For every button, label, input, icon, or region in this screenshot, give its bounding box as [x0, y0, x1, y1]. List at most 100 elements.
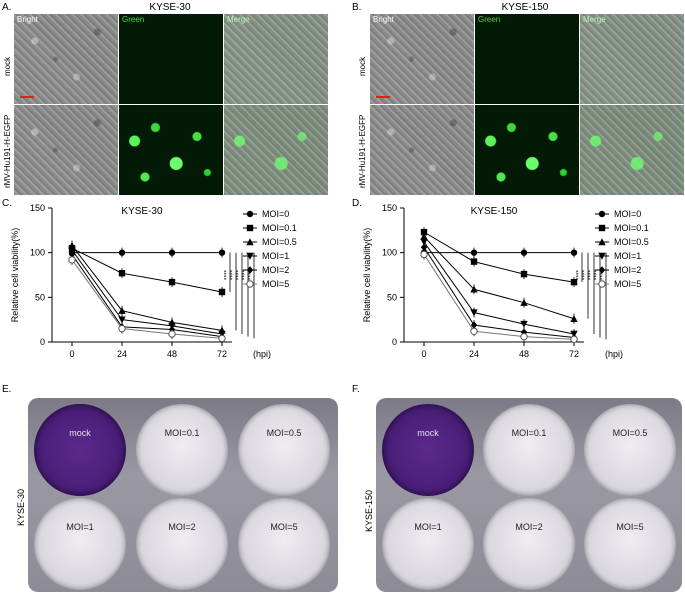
- micrograph-bright-virus: [14, 105, 118, 195]
- data-point: [570, 335, 578, 344]
- legend-marker: [598, 210, 606, 218]
- data-point: [520, 249, 528, 256]
- series-line: [71, 247, 223, 293]
- x-tick-label: 0: [421, 349, 426, 359]
- legend-marker: [598, 280, 606, 288]
- micrograph-bright-virus: [370, 105, 474, 195]
- significance-label: ****: [242, 269, 249, 280]
- data-point: [118, 316, 126, 324]
- data-point: [520, 320, 528, 328]
- data-point: [470, 321, 478, 329]
- well: MOI=0.1: [483, 404, 575, 496]
- well: MOI=2: [483, 498, 575, 590]
- micrograph-bright-mock: Bright: [370, 14, 474, 104]
- viability-chart-kyse150: KYSE-150 0 50 100 150 Relative cell viability…: [362, 203, 649, 359]
- column-label-green: Green: [478, 15, 501, 24]
- significance-label: ****: [588, 269, 595, 280]
- micrograph-green-mock: Green: [475, 14, 579, 104]
- well-label: MOI=5: [616, 521, 644, 532]
- data-point: [168, 330, 176, 338]
- well: MOI=1: [34, 498, 126, 590]
- panel-letter-c: C.: [2, 198, 12, 209]
- well-label: MOI=5: [270, 521, 298, 532]
- significance-label: ****: [582, 269, 589, 280]
- significance-label: ****: [224, 269, 231, 280]
- series-line: [423, 236, 575, 320]
- data-point: [470, 258, 478, 265]
- legend-label: MOI=0.5: [262, 237, 297, 247]
- well-label: MOI=0.5: [612, 427, 648, 438]
- well-label: MOI=0.5: [266, 427, 302, 438]
- y-tick-label: 50: [387, 292, 397, 302]
- legend-label: MOI=0: [262, 209, 289, 219]
- well-label: mock: [69, 427, 91, 438]
- panel-a-title: KYSE-30: [149, 2, 191, 13]
- micrograph-merge-mock: Merge: [580, 14, 684, 104]
- significance-label: ****: [576, 269, 583, 280]
- column-label-bright: Bright: [17, 15, 38, 24]
- row-label-virus: rMV-Hu191-H-EGFP: [3, 114, 12, 188]
- data-point: [168, 278, 176, 286]
- y-axis-label: Relative cell viability(%): [362, 228, 372, 323]
- legend-marker: [598, 252, 606, 260]
- legend-marker: [598, 266, 606, 274]
- series-line: [423, 231, 575, 283]
- data-point: [470, 309, 478, 317]
- viability-chart-kyse30: KYSE-30 0 50 100 150 Relative cell viability(…: [10, 203, 297, 359]
- panel-letter-a: A.: [2, 2, 12, 13]
- y-tick-label: 100: [30, 248, 45, 258]
- x-tick-label: 72: [569, 349, 579, 359]
- legend-marker: [598, 224, 606, 232]
- panel-b-title: KYSE-150: [501, 2, 549, 13]
- series-line: [71, 254, 223, 338]
- x-tick-label: 24: [117, 349, 127, 359]
- y-tick-label: 150: [30, 203, 45, 213]
- legend-label: MOI=1: [262, 251, 289, 261]
- data-point: [420, 250, 428, 259]
- column-label-bright: Bright: [373, 15, 394, 24]
- legend-marker: [598, 238, 606, 246]
- row-label-virus: rMV-Hu191-H-EGFP: [358, 114, 367, 188]
- data-point: [68, 256, 76, 264]
- x-tick-label: 24: [469, 349, 479, 359]
- micrograph-green-mock: Green: [119, 14, 223, 104]
- data-point: [68, 250, 76, 259]
- plate-side-label: KYSE-150: [364, 489, 374, 532]
- micrograph-bright-mock: Bright: [14, 14, 118, 104]
- row-label-mock: mock: [358, 56, 367, 76]
- series-line: [423, 241, 575, 335]
- data-point: [470, 249, 478, 256]
- data-point: [570, 249, 578, 256]
- series-line: [71, 249, 223, 335]
- x-axis-label: (hpi): [605, 349, 623, 359]
- legend-label: MOI=0.1: [614, 223, 649, 233]
- panel-letter-e: E.: [2, 384, 12, 395]
- legend-marker: [246, 224, 254, 232]
- micrograph-merge-virus: [580, 105, 684, 195]
- plate-side-label: KYSE-30: [16, 488, 26, 526]
- x-tick-label: 48: [519, 349, 529, 359]
- data-point: [570, 278, 578, 286]
- legend-label: MOI=0.1: [262, 223, 297, 233]
- well-label: MOI=1: [66, 521, 94, 532]
- scale-bar: [20, 96, 34, 98]
- well: mock: [34, 404, 126, 496]
- well-label: MOI=0.1: [511, 427, 547, 438]
- micrograph-green-virus: [475, 105, 579, 195]
- micrograph-green-virus: [119, 105, 223, 195]
- legend-marker: [246, 280, 254, 288]
- x-tick-label: 0: [69, 349, 74, 359]
- well-label: MOI=1: [414, 521, 442, 532]
- data-point: [420, 238, 428, 246]
- y-tick-label: 50: [35, 292, 45, 302]
- data-point: [570, 315, 578, 322]
- micrograph-merge-virus: [224, 105, 328, 195]
- row-label-mock: mock: [3, 56, 12, 76]
- significance-label: ****: [236, 269, 243, 280]
- data-point: [118, 270, 126, 277]
- legend-label: MOI=0.5: [614, 237, 649, 247]
- well: MOI=5: [238, 498, 330, 590]
- well: MOI=1: [382, 498, 474, 590]
- well-label: MOI=2: [168, 521, 196, 532]
- column-label-merge: Merge: [583, 15, 606, 24]
